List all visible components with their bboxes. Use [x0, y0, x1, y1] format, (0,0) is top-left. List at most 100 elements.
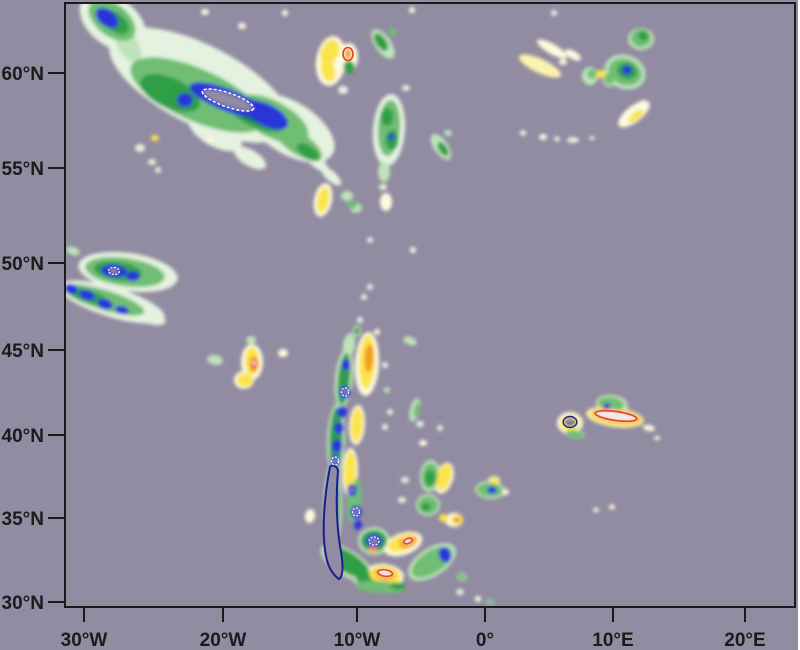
contour-ring — [368, 536, 380, 546]
field-blob — [520, 130, 526, 136]
field-blob — [361, 294, 367, 300]
field-blob — [551, 10, 557, 16]
field-blob — [316, 187, 330, 213]
field-blob — [66, 246, 80, 256]
field-blob — [252, 361, 256, 365]
field-blob — [456, 589, 464, 595]
field-blob — [378, 569, 392, 577]
contour-ring — [594, 409, 638, 423]
x-tick-label: 30°W — [61, 630, 108, 650]
field-blob — [437, 425, 443, 431]
field-blob — [382, 424, 388, 430]
field-blob — [97, 298, 113, 310]
field-blob — [444, 130, 452, 136]
field-blob — [402, 85, 410, 91]
field-blob — [638, 31, 648, 41]
field-blob — [341, 359, 351, 371]
x-tick-label: 10°E — [592, 630, 633, 650]
field-blob — [243, 100, 289, 130]
field-blobs — [65, 3, 660, 605]
field-blob — [128, 53, 138, 61]
field-blob — [341, 191, 353, 201]
field-blob — [409, 7, 415, 13]
field-blob — [398, 497, 406, 503]
field-blob — [454, 518, 460, 522]
field-blob — [343, 60, 355, 74]
axes: 30°W 20°W 10°W 0° 10°E 20°E 60°N 55°N 50°N 45°N 40… — [2, 64, 766, 650]
field-blob — [622, 65, 632, 75]
field-blob — [354, 520, 362, 530]
x-tick-label: 0° — [476, 630, 494, 650]
field-blob — [564, 49, 582, 61]
field-blob — [537, 39, 567, 59]
plot-frame — [64, 2, 796, 608]
field-blob — [475, 596, 481, 602]
field-blob — [389, 28, 397, 36]
field-blob — [419, 440, 427, 446]
field-blob — [304, 509, 316, 523]
field-blob — [373, 33, 389, 51]
field-blob — [201, 9, 209, 15]
field-blob — [524, 57, 556, 75]
field-blob — [65, 283, 78, 295]
x-tick-label: 10°W — [334, 630, 381, 650]
field-blob — [401, 477, 409, 483]
field-blob — [177, 93, 193, 107]
field-blob — [639, 100, 647, 112]
field-blob — [338, 86, 348, 94]
field-blob — [357, 317, 363, 323]
field-blob — [79, 289, 95, 301]
field-blob — [379, 184, 387, 190]
field-blob — [350, 487, 354, 493]
field-blob — [126, 271, 140, 281]
y-tick-label: 55°N — [2, 159, 44, 180]
y-tick-label: 35°N — [2, 509, 44, 530]
right-edge-strip — [798, 0, 800, 650]
field-blob — [609, 504, 615, 510]
field-blob — [337, 406, 347, 418]
field-blob — [539, 134, 547, 140]
x-tick-label: 20°W — [200, 630, 247, 650]
field-blob — [436, 463, 452, 491]
contour-ring — [201, 88, 255, 112]
y-tick-label: 40°N — [2, 426, 44, 447]
field-blob — [282, 10, 288, 16]
field-blob — [382, 362, 388, 368]
field-blob — [438, 547, 452, 563]
field-blob — [593, 507, 599, 513]
field-blob — [628, 109, 644, 123]
field-blob — [421, 503, 431, 511]
y-tick-label: 30°N — [2, 593, 44, 614]
field-blob — [567, 137, 579, 143]
field-blob — [403, 336, 417, 346]
contour-overlays — [107, 46, 638, 581]
field-blob — [487, 486, 497, 494]
field-blob — [604, 73, 614, 85]
field-blob — [489, 477, 499, 485]
field-blob — [381, 108, 393, 126]
field-blob — [332, 458, 338, 464]
field-blob — [568, 419, 572, 423]
field-blob — [390, 582, 406, 590]
field-blob — [603, 403, 611, 409]
field-blob — [439, 514, 449, 522]
field-blob — [559, 59, 567, 65]
contour-ring — [402, 537, 414, 545]
field-blob — [203, 89, 253, 111]
field-blob — [320, 58, 336, 82]
field-blob — [380, 193, 392, 211]
field-blob — [643, 424, 655, 432]
field-blob — [374, 329, 380, 335]
field-blob — [344, 49, 352, 59]
field-blob — [364, 344, 374, 372]
contour-ring — [376, 568, 394, 578]
field-blob — [347, 201, 357, 209]
field-blob — [387, 409, 393, 415]
field-blob — [384, 387, 390, 393]
field-blob — [487, 599, 493, 605]
field-blob — [437, 142, 449, 156]
y-tick-label: 45°N — [2, 341, 44, 362]
field-blob — [342, 389, 348, 395]
